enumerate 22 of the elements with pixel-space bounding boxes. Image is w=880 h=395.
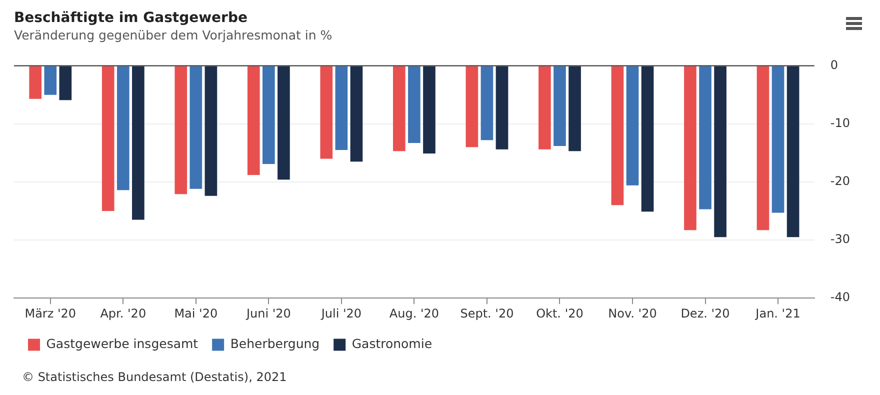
x-tick-label: Jan. '21	[754, 306, 800, 320]
x-tick-label: Juli '20	[320, 306, 362, 320]
legend-label: Gastgewerbe insgesamt	[46, 336, 198, 351]
chart-title: Beschäftigte im Gastgewerbe	[14, 10, 248, 26]
x-tick-label: Nov. '20	[608, 306, 657, 320]
legend-label: Gastronomie	[352, 336, 432, 351]
y-tick-label: -20	[830, 174, 850, 188]
x-tick-label: Sept. '20	[460, 306, 514, 320]
x-tick-label: Mai '20	[174, 306, 218, 320]
x-tick-label: Apr. '20	[100, 306, 146, 320]
x-tick-label: Aug. '20	[389, 306, 440, 320]
x-tick-label: Okt. '20	[536, 306, 584, 320]
x-tick-label: Juni '20	[245, 306, 291, 320]
x-tick-label: März '20	[24, 306, 76, 320]
legend-label: Beherbergung	[230, 336, 320, 351]
y-tick-label: -10	[830, 116, 850, 130]
text: © Statistisches Bundesamt (Destatis), 2021	[22, 370, 287, 384]
y-tick-label: -30	[830, 232, 850, 246]
y-tick-label: 0	[830, 58, 838, 72]
chart-subtitle: Veränderung gegenüber dem Vorjahresmonat in %	[14, 28, 332, 43]
y-tick-label: -40	[830, 290, 850, 304]
x-tick-label: Dez. '20	[680, 306, 730, 320]
